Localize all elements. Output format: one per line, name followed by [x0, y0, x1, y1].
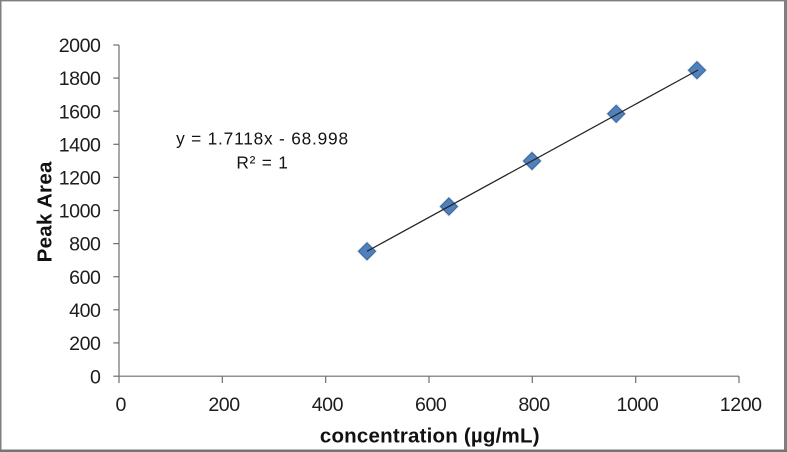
- svg-text:800: 800: [518, 394, 550, 416]
- svg-text:1800: 1800: [59, 68, 101, 90]
- svg-text:600: 600: [415, 394, 447, 416]
- svg-text:0: 0: [90, 366, 101, 388]
- svg-text:600: 600: [69, 267, 101, 289]
- svg-text:2000: 2000: [59, 35, 101, 57]
- svg-text:200: 200: [208, 394, 240, 416]
- svg-text:Peak Area: Peak Area: [34, 161, 57, 262]
- svg-text:1200: 1200: [720, 394, 762, 416]
- svg-text:200: 200: [69, 333, 101, 355]
- svg-text:concentration (µg/mL): concentration (µg/mL): [320, 425, 540, 448]
- svg-text:400: 400: [312, 394, 344, 416]
- svg-text:1600: 1600: [59, 101, 101, 123]
- svg-text:1000: 1000: [59, 201, 101, 223]
- svg-text:R² = 1: R² = 1: [236, 152, 288, 172]
- svg-text:0: 0: [115, 394, 126, 416]
- svg-text:400: 400: [69, 300, 101, 322]
- svg-text:1200: 1200: [59, 168, 101, 190]
- svg-text:800: 800: [69, 234, 101, 256]
- svg-text:1000: 1000: [617, 394, 659, 416]
- svg-text:1400: 1400: [59, 134, 101, 156]
- svg-text:y = 1.7118x - 68.998: y = 1.7118x - 68.998: [176, 129, 349, 149]
